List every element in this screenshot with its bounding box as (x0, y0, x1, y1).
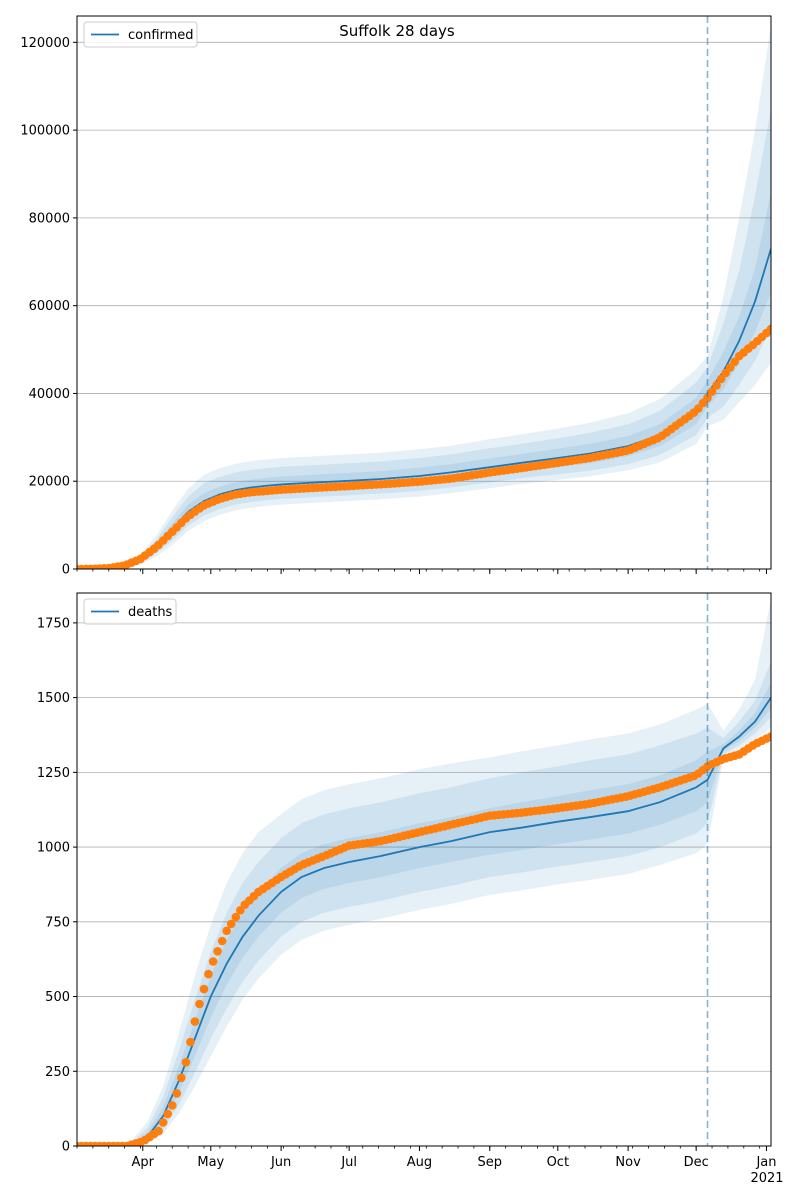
y-tick-label: 1500 (37, 691, 70, 706)
observed-point (168, 1101, 177, 1110)
observed-point (707, 387, 717, 396)
legend: deaths (83, 598, 177, 625)
y-tick-label: 40000 (29, 387, 70, 402)
observed-point (766, 732, 771, 741)
observed-point (186, 1037, 195, 1047)
observed-point (716, 374, 726, 384)
figure-title: Suffolk 28 days (339, 22, 455, 40)
observed-point (163, 1109, 172, 1119)
legend: confirmed (83, 21, 198, 48)
x-tick-label: Apr (132, 1155, 155, 1170)
chart-confirmed: 0 20000 40000 60000 80000 100000 120000 confirm… (20, 15, 772, 578)
observed-series (77, 732, 771, 1146)
y-tick-label: 1000 (37, 841, 70, 856)
x-tick-label: Nov (615, 1155, 641, 1170)
uncertainty-band (77, 24, 771, 569)
y-tick-label: 250 (45, 1065, 70, 1080)
x-tick-label: Jan (755, 1155, 776, 1170)
y-tick-label: 1750 (37, 616, 70, 631)
observed-point (199, 984, 209, 994)
y-tick-label: 0 (62, 563, 70, 578)
axes-frame (76, 592, 772, 1147)
observed-point (217, 936, 227, 946)
observed-point (195, 999, 204, 1009)
observed-point (204, 969, 213, 979)
uncertainty-band (77, 599, 771, 1146)
axes-frame (76, 15, 772, 570)
legend-label: confirmed (128, 28, 194, 43)
y-tick-label: 120000 (20, 36, 70, 51)
observed-point (177, 1073, 186, 1083)
y-tick-label: 0 (62, 1140, 70, 1155)
legend-label: deaths (128, 605, 173, 620)
observed-point (208, 957, 218, 966)
plot-content (77, 599, 771, 1146)
observed-point (703, 393, 712, 403)
legend-box (83, 21, 198, 48)
legend-box (83, 598, 177, 625)
observed-point (231, 912, 241, 922)
observed-point (222, 926, 231, 936)
observed-point (181, 1058, 191, 1067)
observed-point (766, 324, 771, 334)
x-tick-label: May (197, 1155, 224, 1170)
observed-point (154, 1126, 163, 1136)
y-tick-label: 500 (45, 990, 70, 1005)
y-tick-label: 80000 (29, 211, 70, 226)
observed-point (158, 1118, 168, 1127)
chart-deaths: 0 250 500 750 1000 1250 1500 1750 Apr May Jun Jul Au… (37, 592, 784, 1186)
plot-content (77, 24, 771, 569)
x-tick-label: Oct (547, 1155, 569, 1170)
x-tick-label: Jun (270, 1155, 291, 1170)
observed-point (172, 1089, 182, 1098)
observed-point (213, 947, 222, 956)
x-year-label: 2021 (750, 1171, 783, 1186)
x-tick-label: Dec (684, 1155, 709, 1170)
observed-point (190, 1017, 200, 1026)
observed-point (721, 368, 730, 378)
y-tick-label: 60000 (29, 299, 70, 314)
y-tick-label: 100000 (20, 124, 70, 139)
model-line (77, 697, 771, 1146)
y-tick-label: 1250 (37, 766, 70, 781)
y-tick-label: 20000 (29, 475, 70, 490)
uncertainty-band (77, 661, 771, 1146)
x-tick-label: Sep (478, 1155, 503, 1170)
x-tick-label: Jul (340, 1155, 357, 1170)
y-tick-label: 750 (45, 915, 70, 930)
observed-point (226, 919, 236, 929)
observed-series (77, 324, 771, 569)
observed-point (712, 381, 721, 390)
x-tick-label: Aug (407, 1155, 432, 1170)
